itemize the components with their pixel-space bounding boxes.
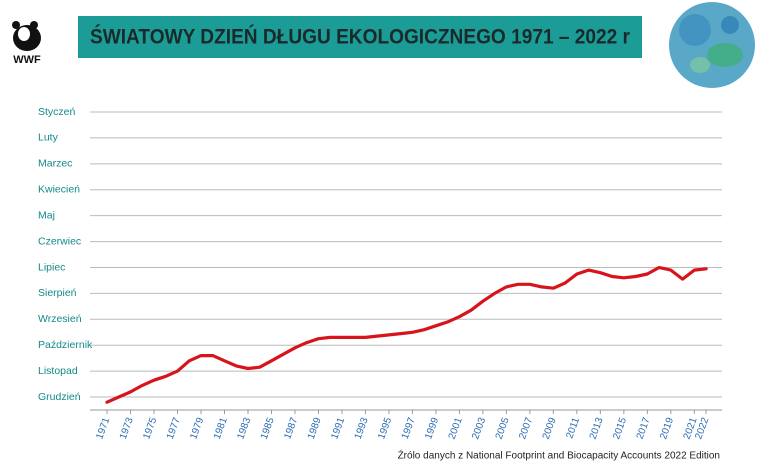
x-tick-label: 1999	[423, 416, 441, 441]
y-tick-label: Styczeń	[38, 106, 76, 118]
y-tick-label: Grudzień	[38, 391, 81, 403]
x-tick-label: 2015	[611, 416, 629, 441]
x-tick-label: 1979	[188, 416, 206, 441]
y-tick-label: Maj	[38, 209, 55, 221]
x-tick-label: 2005	[494, 416, 512, 441]
x-tick-label: 1989	[306, 416, 324, 441]
x-tick-label: 1973	[118, 416, 136, 441]
x-tick-label: 1997	[400, 416, 418, 441]
x-tick-label: 1983	[235, 416, 253, 441]
chart-title: ŚWIATOWY DZIEŃ DŁUGU EKOLOGICZNEGO 1971 …	[90, 25, 630, 49]
y-tick-label: Luty	[38, 132, 59, 144]
x-tick-label: 2017	[635, 416, 653, 441]
x-tick-label: 1981	[212, 416, 230, 441]
y-tick-label: Listopad	[38, 365, 78, 377]
logo-text: WWF	[13, 54, 41, 66]
x-tick-label: 1993	[353, 416, 371, 441]
source-note: Źrólo danych z National Footprint and Bi…	[398, 449, 720, 462]
x-tick-label: 2003	[470, 416, 488, 441]
globe	[669, 2, 755, 88]
title-bar	[78, 16, 642, 58]
x-tick-label: 1985	[259, 416, 277, 441]
wwf-logo: WWF	[12, 21, 41, 66]
x-tick-label: 1975	[141, 416, 159, 441]
x-tick-label: 1977	[165, 416, 183, 441]
x-tick-label: 1995	[376, 416, 394, 441]
y-tick-label: Marzec	[38, 158, 72, 170]
x-tick-label: 2013	[588, 416, 606, 441]
y-tick-label: Czerwiec	[38, 235, 81, 247]
y-tick-label: Wrzesień	[38, 313, 82, 325]
y-tick-label: Lipiec	[38, 261, 65, 273]
x-tick-label: 2019	[658, 416, 676, 441]
x-tick-label: 2001	[447, 416, 465, 441]
y-tick-label: Październik	[38, 339, 93, 351]
x-tick-label: 1991	[329, 416, 347, 441]
data-line	[105, 265, 708, 404]
x-tick-label: 2007	[517, 416, 535, 441]
y-tick-label: Sierpień	[38, 287, 77, 299]
x-tick-label: 1987	[282, 416, 300, 441]
x-tick-label: 2009	[541, 416, 559, 441]
x-tick-label: 2011	[564, 416, 582, 440]
y-tick-label: Kwiecień	[38, 184, 80, 196]
x-tick-label: 1971	[94, 416, 112, 441]
